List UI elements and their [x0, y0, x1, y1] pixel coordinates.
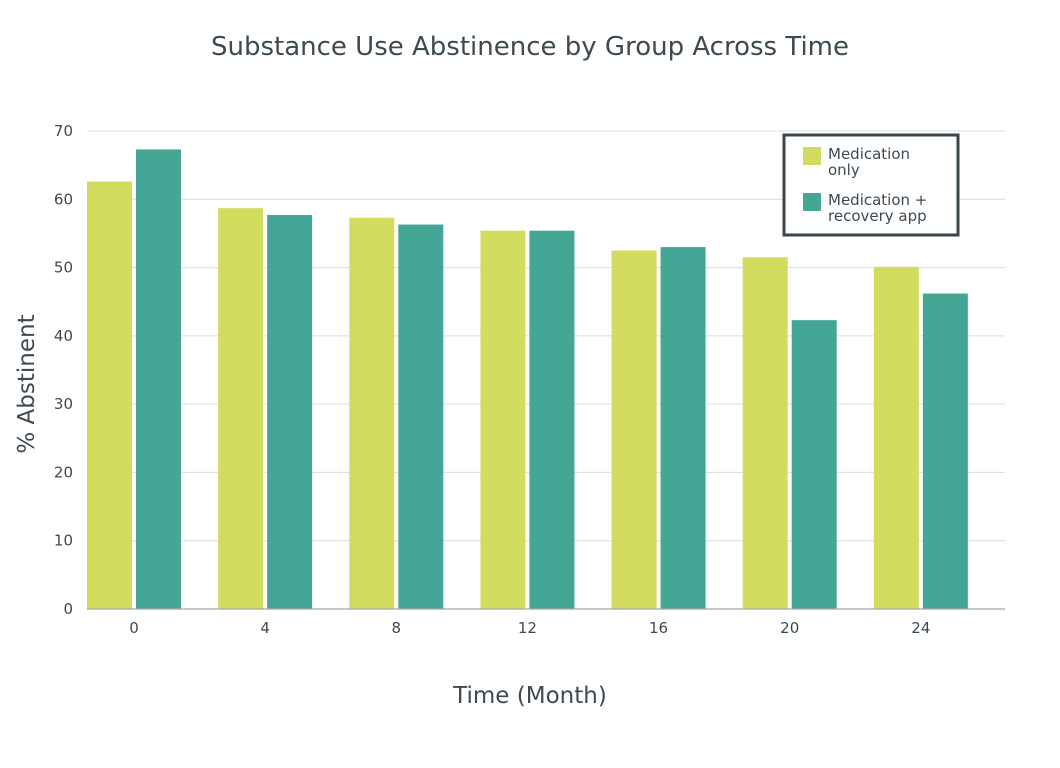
legend-label: Medication +: [828, 191, 927, 209]
y-tick-label: 20: [54, 463, 73, 481]
bar-medication-app: [529, 230, 575, 609]
bar-medication-only: [611, 250, 657, 609]
y-axis-ticks: 0 10 20 30 40 50 60 70: [54, 122, 73, 618]
bar-medication-only: [87, 181, 132, 609]
x-tick-label: 0: [129, 619, 139, 637]
legend-label: Medication: [828, 145, 910, 163]
bar-medication-app: [922, 293, 968, 609]
bar-medication-app: [398, 224, 444, 609]
y-tick-label: 50: [54, 259, 73, 277]
bar-medication-app: [267, 214, 313, 609]
y-axis-title: % Abstinent: [14, 314, 40, 453]
x-tick-label: 16: [649, 619, 668, 637]
x-tick-label: 20: [780, 619, 799, 637]
bars: [87, 149, 968, 610]
chart-title: Substance Use Abstinence by Group Across…: [211, 32, 849, 62]
bar-medication-only: [218, 208, 264, 610]
x-tick-label: 12: [518, 619, 537, 637]
legend-label: only: [828, 161, 860, 179]
bar-medication-only: [349, 217, 395, 610]
x-tick-label: 8: [392, 619, 402, 637]
x-axis-title: Time (Month): [452, 683, 607, 709]
x-axis-ticks: 0 4 8 12 16 20 24: [129, 619, 930, 637]
bar-medication-app: [660, 247, 706, 610]
y-tick-label: 60: [54, 190, 73, 208]
bar-medication-only: [480, 230, 526, 609]
legend-swatch: [803, 147, 821, 165]
x-tick-label: 4: [260, 619, 270, 637]
bar-medication-only: [742, 257, 788, 609]
bar-medication-app: [791, 320, 837, 609]
y-tick-label: 40: [54, 327, 73, 345]
y-tick-label: 70: [54, 122, 73, 140]
legend-label: recovery app: [828, 207, 927, 225]
x-tick-label: 24: [911, 619, 930, 637]
bar-medication-app: [136, 149, 181, 610]
legend-swatch: [803, 193, 821, 211]
y-tick-label: 0: [63, 600, 73, 618]
y-tick-label: 30: [54, 395, 73, 413]
bar-medication-only: [873, 266, 919, 609]
y-tick-label: 10: [54, 532, 73, 550]
